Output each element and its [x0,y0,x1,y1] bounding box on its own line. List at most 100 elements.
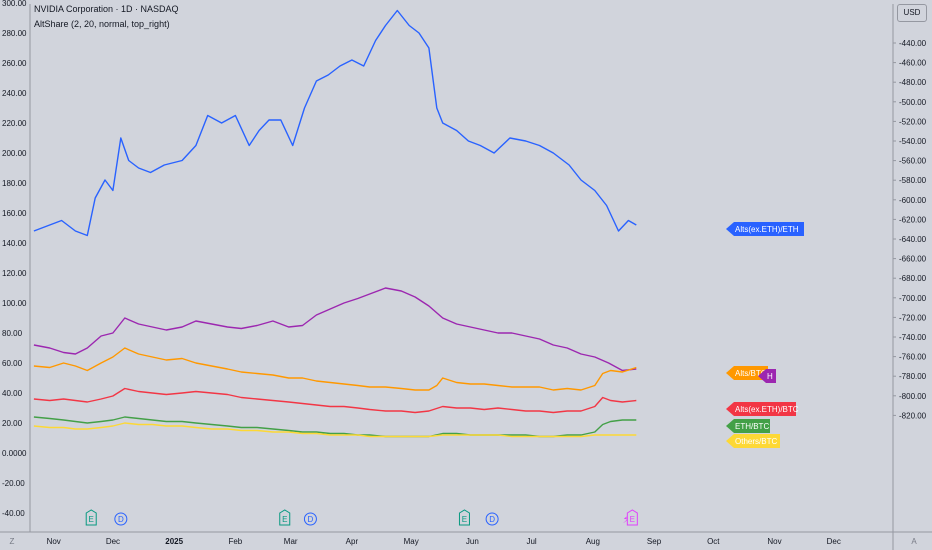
series-tag-2[interactable]: H [758,369,776,383]
series-tag-bg [726,419,770,433]
dividend-marker[interactable] [303,512,317,526]
x-tick-label: Sep [647,537,662,546]
x-tick-label: Dec [827,537,841,546]
left-tick-label: 0.0000 [2,449,27,458]
right-tick-label: -580.00 [899,176,927,185]
earnings-marker[interactable] [85,509,97,526]
right-tick-label: -460.00 [899,59,927,68]
series-labels: Alts(ex.ETH)/ETH Alts/BTC H Alts(ex.ETH)/BT… [726,222,804,448]
right-tick-label: -820.00 [899,411,927,420]
earnings-marker-text: E [462,515,467,524]
left-tick-label: -40.00 [2,509,25,518]
dividend-marker[interactable] [114,512,128,526]
earnings-marker[interactable] [626,509,638,526]
x-tick-label: Apr [346,537,359,546]
series-line-3 [33,387,637,414]
left-tick-label: 160.00 [2,209,27,218]
series-line-1 [33,287,637,372]
dividend-marker-text: D [118,515,124,524]
zoom-reset-label[interactable]: Z [10,537,15,546]
x-tick-label: Aug [586,537,600,546]
x-tick-label: Feb [228,537,242,546]
dividend-marker[interactable] [485,512,499,526]
x-tick-label: Nov [767,537,781,546]
series-tag-text: ETH/BTC [735,422,769,431]
series-tag-text: H [767,372,773,381]
series-line-5 [33,422,637,438]
x-tick-label: Jul [526,537,536,546]
right-tick-label: -640.00 [899,235,927,244]
earnings-marker-text: E [630,515,635,524]
right-tick-label: -720.00 [899,313,927,322]
x-tick-label: 2025 [165,537,183,546]
right-tick-label: -500.00 [899,98,927,107]
left-tick-label: 280.00 [2,29,27,38]
earnings-marker-text: E [89,515,94,524]
right-tick-label: -800.00 [899,392,927,401]
dividend-marker-text: D [308,515,314,524]
right-tick-label: -780.00 [899,372,927,381]
earnings-marker[interactable] [279,509,291,526]
left-tick-label: 300.00 [2,0,27,8]
right-tick-label: -700.00 [899,294,927,303]
dividend-marker-text: D [489,515,495,524]
series-tag-0[interactable]: Alts(ex.ETH)/ETH [726,222,804,236]
series-tag-bg [726,434,780,448]
x-tick-label: Jun [466,537,479,546]
left-tick-label: 180.00 [2,179,27,188]
right-tick-label: -560.00 [899,157,927,166]
left-tick-label: 80.00 [2,329,23,338]
split-marker[interactable]: ⚡ [623,513,631,526]
series-tag-bg [726,402,796,416]
series-tag-bg [758,369,776,383]
right-tick-label: -520.00 [899,117,927,126]
left-tick-label: 40.00 [2,389,23,398]
right-tick-label: -480.00 [899,78,927,87]
left-tick-label: 140.00 [2,239,27,248]
chart-title: NVIDIA Corporation · 1D · NASDAQ [34,4,179,14]
left-tick-label: -20.00 [2,479,25,488]
left-tick-label: 60.00 [2,359,23,368]
earnings-marker[interactable] [458,509,470,526]
currency-scale-button[interactable]: USD [897,4,927,22]
series-tag-bg [726,222,804,236]
x-tick-label: May [404,537,419,546]
left-tick-label: 120.00 [2,269,27,278]
right-tick-label: -440.00 [899,39,927,48]
series-tag-4[interactable]: ETH/BTC [726,419,770,433]
event-markers[interactable]: E D E D E D ⚡ E [85,509,638,526]
right-tick-label: -540.00 [899,137,927,146]
series-tag-text: Alts(ex.ETH)/BTC [735,405,799,414]
left-tick-label: 20.00 [2,419,23,428]
left-tick-label: 200.00 [2,149,27,158]
series-line-0 [33,9,637,237]
indicator-legend[interactable]: AltShare (2, 20, normal, top_right) [34,19,170,29]
left-tick-label: 260.00 [2,59,27,68]
left-tick-label: 240.00 [2,89,27,98]
left-tick-label: 100.00 [2,299,27,308]
right-tick-label: -660.00 [899,255,927,264]
right-tick-label: -620.00 [899,215,927,224]
auto-scale-label[interactable]: A [911,537,917,546]
series-tag-text: Alts/BTC [735,369,767,378]
series-tag-bg [726,366,768,380]
x-tick-label: Dec [106,537,120,546]
right-tick-label: -600.00 [899,196,927,205]
series-line-4 [33,416,637,438]
series-tag-text: Others/BTC [735,437,777,446]
series-tag-3[interactable]: Alts(ex.ETH)/BTC [726,402,799,416]
x-tick-label: Oct [707,537,720,546]
series-tag-text: Alts(ex.ETH)/ETH [735,225,799,234]
earnings-marker-text: E [282,515,287,524]
right-tick-label: -740.00 [899,333,927,342]
right-tick-label: -760.00 [899,353,927,362]
left-tick-label: 220.00 [2,119,27,128]
series-tag-1[interactable]: Alts/BTC [726,366,768,380]
series-lines [33,9,637,438]
right-tick-label: -680.00 [899,274,927,283]
series-tag-5[interactable]: Others/BTC [726,434,780,448]
x-tick-label: Nov [47,537,61,546]
